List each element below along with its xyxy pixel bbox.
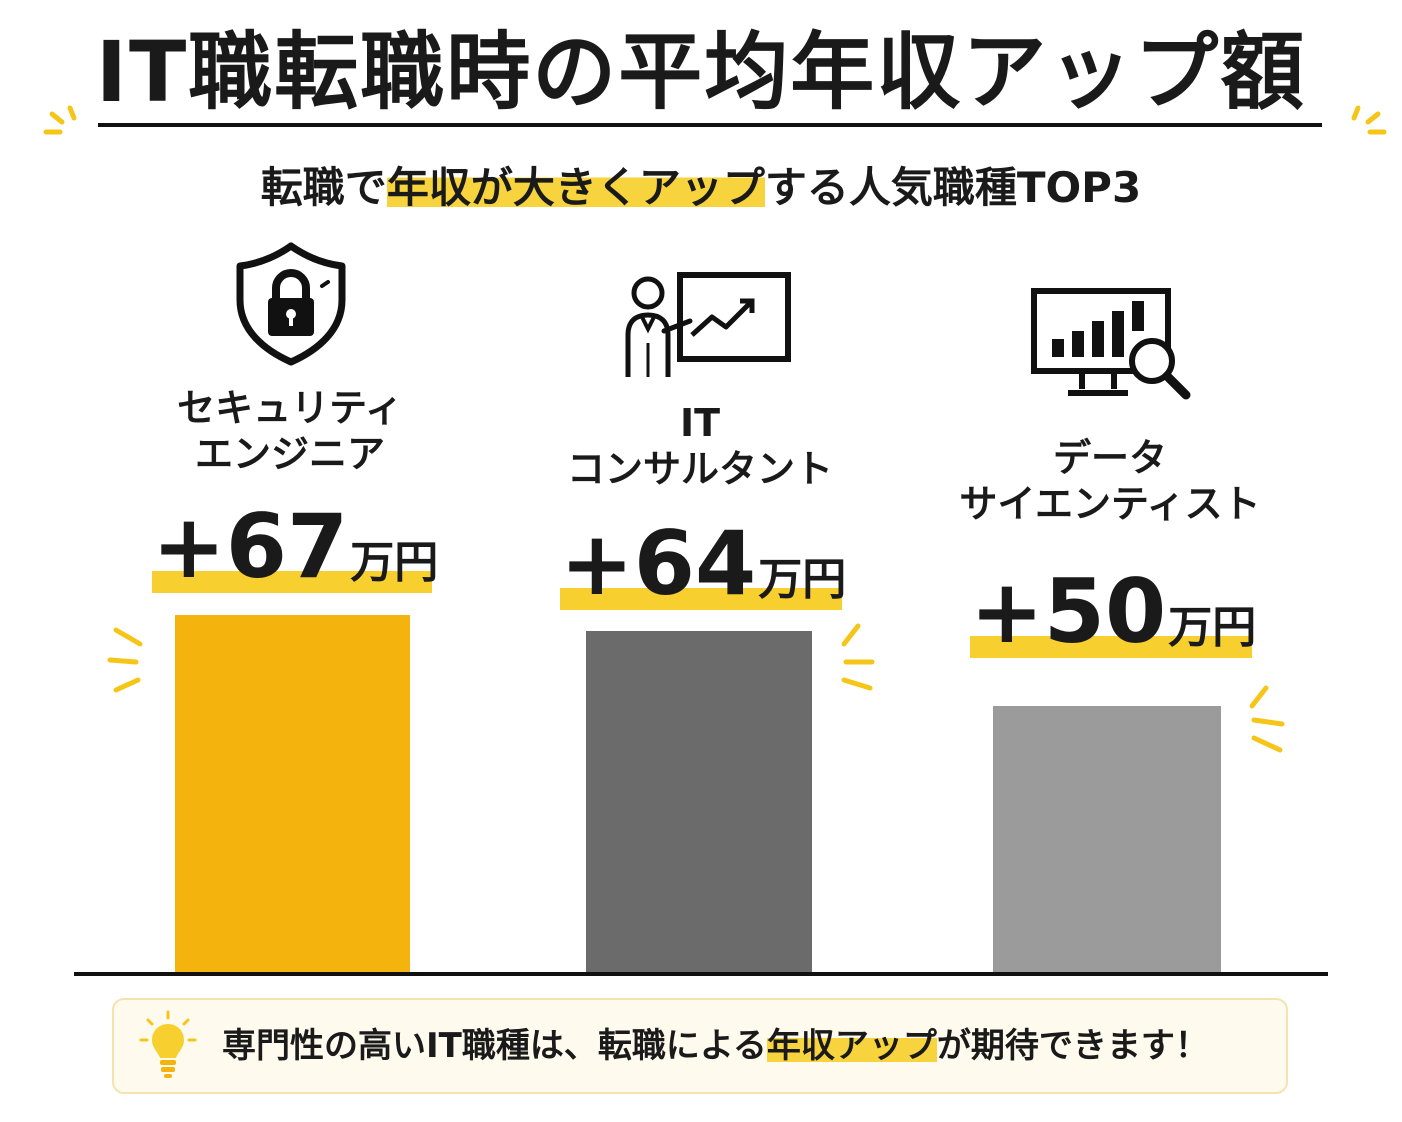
sparkle-bar2-icon xyxy=(841,623,875,691)
label-line: データ xyxy=(1052,436,1167,480)
bar-it-consultant xyxy=(586,631,812,972)
sparkle-bar1-icon xyxy=(107,627,143,693)
note-box xyxy=(112,998,1288,1094)
presenter-chart-icon xyxy=(620,265,800,385)
label-data-scientist: データ サイエンティスト xyxy=(950,435,1270,527)
monitor-analytics-icon xyxy=(1030,287,1200,407)
label-line: コンサルタント xyxy=(566,447,833,491)
value-unit: 万円 xyxy=(1168,602,1257,653)
value-highlight-band xyxy=(560,588,842,610)
note-text: 専門性の高いIT職種は、転職による年収アップが期待できます！ xyxy=(222,1022,1209,1070)
page-title: IT職転職時の平均年収アップ額 xyxy=(95,23,1307,121)
subtitle-after: する人気職種TOP3 xyxy=(764,163,1142,212)
value-label-security: +67万円 xyxy=(152,503,438,593)
value-highlight-band xyxy=(152,571,432,593)
note-highlight: 年収アップ xyxy=(766,1026,937,1066)
bar-data-scientist xyxy=(993,706,1221,972)
value-label-consultant: +64万円 xyxy=(560,520,846,610)
subtitle-before: 転職で xyxy=(260,163,387,212)
title-sparkle-right-icon xyxy=(1351,105,1387,135)
note-before: 専門性の高いIT職種は、転職による xyxy=(222,1026,767,1066)
note-after: が期待できます！ xyxy=(936,1026,1209,1066)
subtitle-highlight: 年収が大きくアップ xyxy=(386,163,765,212)
value-label-data-scientist: +50万円 xyxy=(970,568,1256,658)
label-security-engineer: セキュリティ エンジニア xyxy=(140,385,440,477)
title-sparkle-left-icon xyxy=(43,105,77,135)
value-unit: 万円 xyxy=(758,554,847,605)
title-underline xyxy=(98,123,1322,127)
bar-security-engineer xyxy=(175,615,410,972)
label-line: IT xyxy=(679,401,721,445)
value-number: +67 xyxy=(152,495,349,598)
value-unit: 万円 xyxy=(350,537,439,588)
label-line: エンジニア xyxy=(194,432,385,476)
sparkle-bar3-icon xyxy=(1249,685,1285,753)
value-highlight-band xyxy=(970,636,1252,658)
shield-lock-icon xyxy=(226,238,356,368)
subtitle: 転職で年収が大きくアップする人気職種TOP3 xyxy=(0,158,1402,218)
label-line: サイエンティスト xyxy=(959,482,1261,526)
chart-baseline xyxy=(74,972,1328,976)
value-text: +64万円 xyxy=(560,520,846,608)
value-text: +67万円 xyxy=(152,503,438,591)
lightbulb-icon xyxy=(139,1010,197,1078)
value-number: +50 xyxy=(970,560,1167,663)
label-line: セキュリティ xyxy=(177,386,403,430)
value-text: +50万円 xyxy=(970,568,1256,656)
value-number: +64 xyxy=(560,512,757,615)
label-it-consultant: IT コンサルタント xyxy=(550,400,850,492)
